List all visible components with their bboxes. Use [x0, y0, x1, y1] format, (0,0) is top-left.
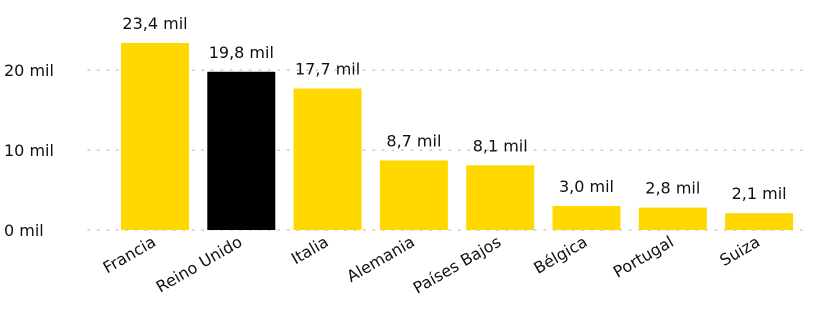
category-label: Reino Unido [153, 232, 246, 296]
category-label: Italia [288, 232, 332, 268]
category-label: Alemania [343, 232, 417, 286]
category-label: Portugal [610, 232, 677, 282]
y-axis-ticks: 0 mil 10 mil 20 mil [4, 61, 54, 240]
bars [121, 43, 794, 231]
data-label: 3,0 mil [559, 177, 614, 196]
bar [379, 160, 448, 230]
data-label: 8,7 mil [386, 131, 441, 150]
category-label: Bélgica [530, 232, 590, 278]
y-tick-label: 20 mil [4, 61, 54, 80]
data-label: 8,1 mil [473, 136, 528, 155]
bar [207, 71, 276, 231]
bar [552, 206, 621, 230]
data-label: 2,1 mil [732, 184, 787, 203]
y-tick-label: 0 mil [4, 221, 44, 240]
category-label: Suiza [716, 232, 763, 270]
bar [725, 213, 794, 230]
data-label: 17,7 mil [295, 60, 360, 79]
data-label: 2,8 mil [645, 179, 700, 198]
bar [293, 88, 362, 230]
bar [121, 43, 189, 230]
data-label: 19,8 mil [209, 43, 274, 62]
bar [638, 207, 707, 230]
category-label: Francia [100, 232, 159, 277]
data-labels: 23,4 mil 19,8 mil 17,7 mil 8,7 mil 8,1 mil 3,… [122, 14, 786, 203]
y-tick-label: 10 mil [4, 141, 54, 160]
bar [466, 165, 535, 230]
category-label: Países Bajos [410, 232, 504, 298]
data-label: 23,4 mil [122, 14, 187, 33]
